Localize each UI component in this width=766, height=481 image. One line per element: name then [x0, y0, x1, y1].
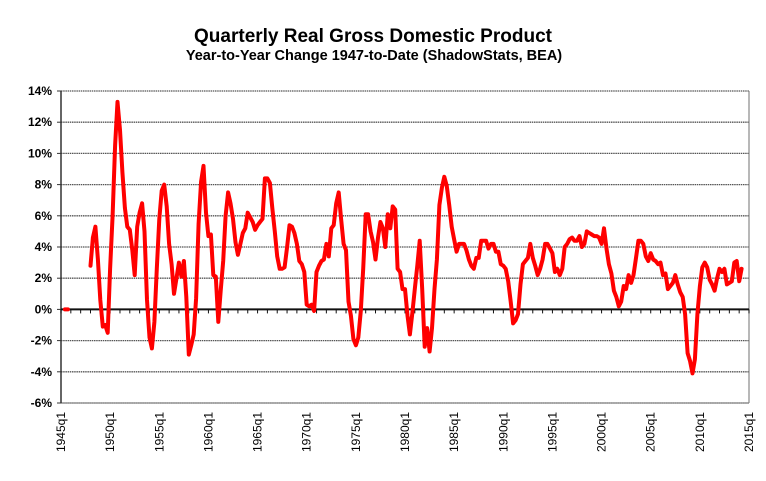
chart-subtitle: Year-to-Year Change 1947-to-Date (Shadow… — [185, 48, 563, 64]
x-tick-label: 2010q1 — [693, 412, 707, 452]
y-tick-label: -6% — [31, 396, 53, 410]
y-tick-label: 10% — [28, 146, 52, 160]
x-tick-label: 2000q1 — [595, 412, 609, 452]
y-tick-label: 12% — [28, 115, 52, 129]
x-tick-label: 1995q1 — [545, 412, 559, 452]
x-tick-label: 2015q1 — [742, 412, 756, 452]
y-tick-label: 2% — [35, 271, 53, 285]
y-axis-ticks: 14% 12% 10% 8% 6% 4% 2% 0% -2% -4% -6% — [28, 84, 61, 410]
y-tick-label: 4% — [35, 240, 53, 254]
x-tick-label: 1945q1 — [54, 412, 68, 452]
data-series — [62, 99, 744, 376]
x-tick-label: 1955q1 — [152, 412, 166, 452]
y-tick-label: -2% — [31, 334, 53, 348]
x-tick-label: 1970q1 — [300, 412, 314, 452]
x-tick-label: 1990q1 — [496, 412, 510, 452]
y-tick-label: 8% — [35, 178, 53, 192]
y-tick-label: -4% — [31, 365, 53, 379]
x-tick-label: 1980q1 — [398, 412, 412, 452]
x-tick-label: 1985q1 — [447, 412, 461, 452]
series-line-real-gdp — [88, 99, 744, 376]
y-tick-label: 6% — [35, 209, 53, 223]
x-tick-label: 2005q1 — [644, 412, 658, 452]
chart-title: Quarterly Real Gross Domestic Product — [194, 26, 552, 47]
x-tick-label: 1975q1 — [349, 412, 363, 452]
x-axis-ticks: 1945q1 1950q1 1955q1 1960q1 1965q1 1970q1 1975… — [54, 309, 756, 452]
y-tick-label: 0% — [35, 302, 53, 316]
y-tick-label: 14% — [28, 84, 52, 98]
x-tick-label: 1965q1 — [251, 412, 265, 452]
x-tick-label: 1950q1 — [103, 412, 117, 452]
x-tick-label: 1960q1 — [201, 412, 215, 452]
